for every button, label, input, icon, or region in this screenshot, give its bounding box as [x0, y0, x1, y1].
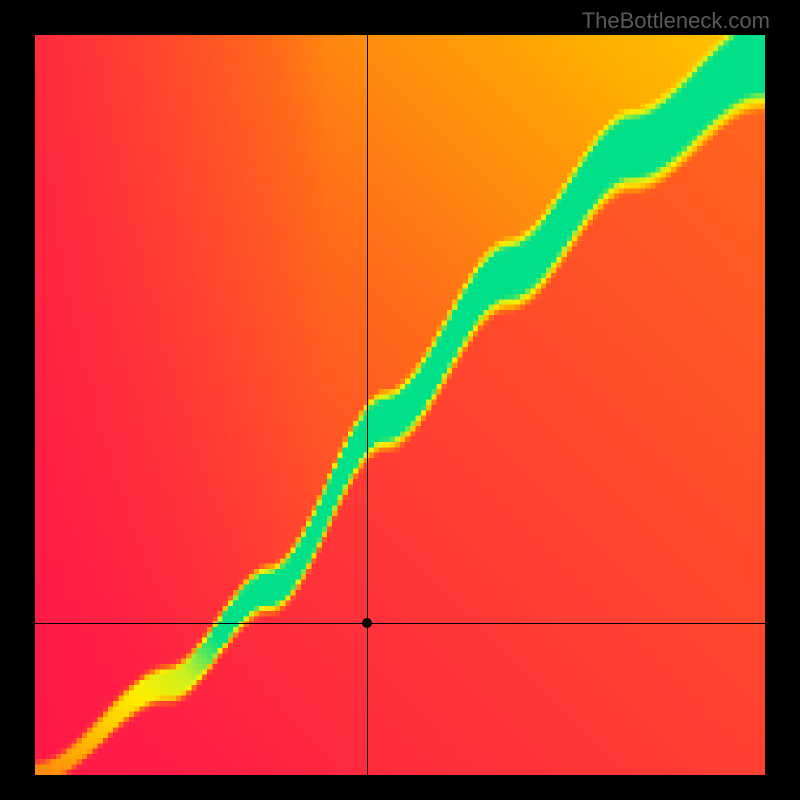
watermark-text: TheBottleneck.com: [582, 8, 770, 34]
crosshair-vertical: [367, 35, 368, 775]
crosshair-horizontal: [35, 623, 765, 624]
marker-dot: [362, 618, 372, 628]
heatmap-plot: [35, 35, 765, 775]
heatmap-canvas: [35, 35, 765, 775]
